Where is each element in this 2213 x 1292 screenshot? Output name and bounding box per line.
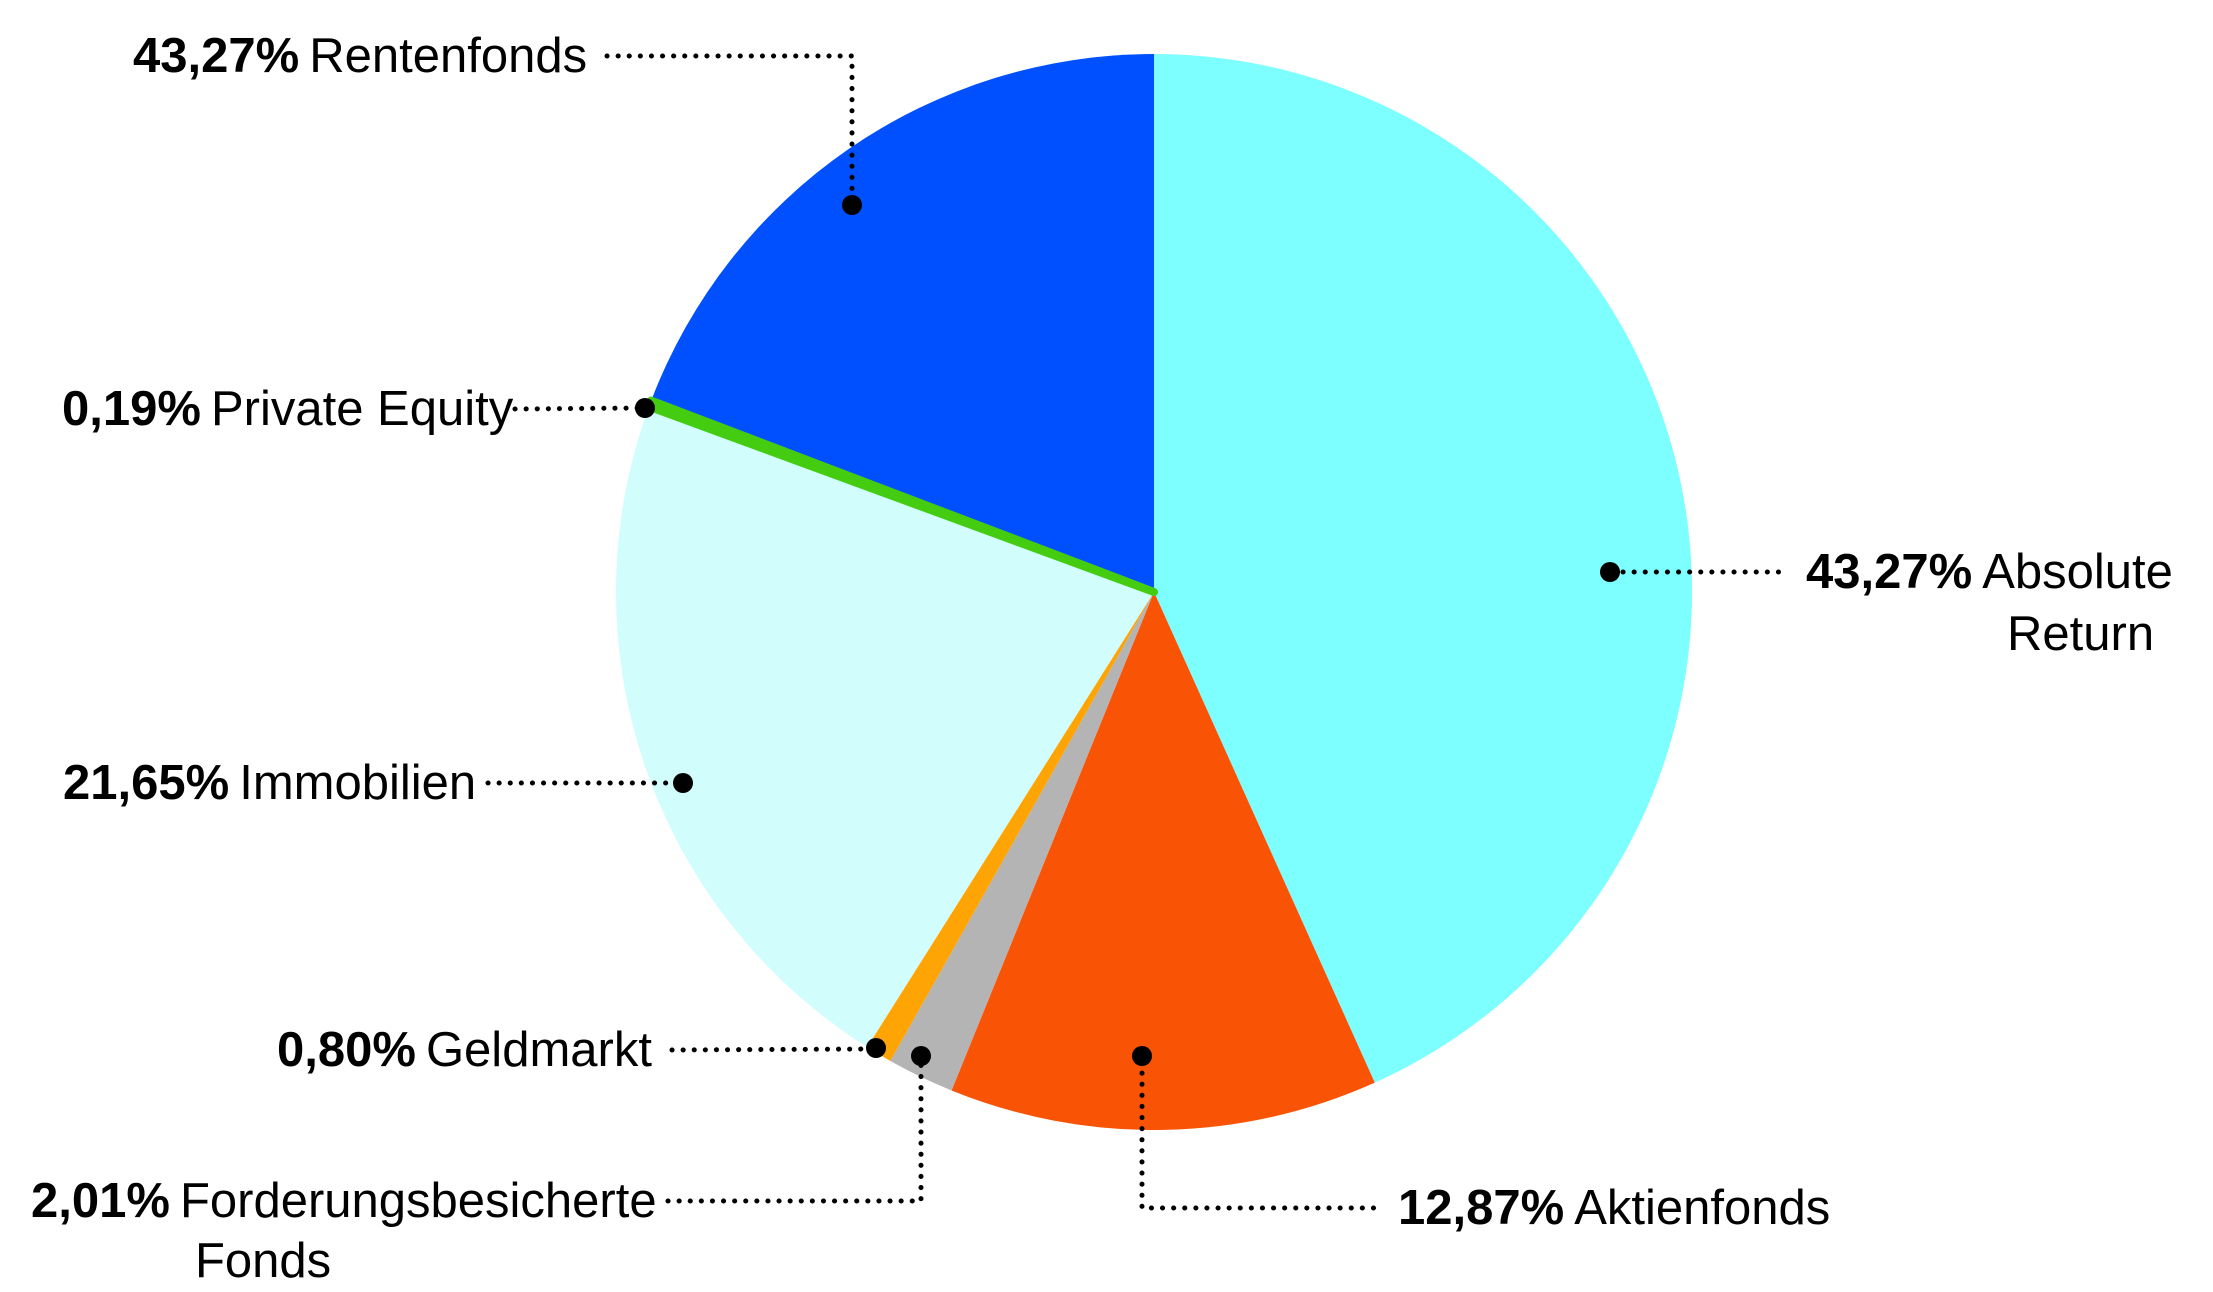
pie-slice-aktienfonds: [951, 592, 1375, 1130]
label-absolute-return-line2: Return: [2007, 604, 2154, 664]
marker-dot-absolute-return: [1600, 562, 1620, 582]
label-geldmarkt: 0,80% Geldmarkt: [277, 1020, 652, 1080]
label-private-equity: 0,19% Private Equity: [62, 379, 513, 439]
leader-geldmarkt: [669, 1046, 872, 1053]
label-immobilien-pct: 21,65%: [63, 756, 230, 810]
label-forderungsbesicherte-fonds-line2: Fonds: [195, 1231, 331, 1291]
marker-dot-geldmarkt: [866, 1038, 886, 1058]
marker-dot-private-equity: [635, 398, 655, 418]
leader-forderungsbesicherte-fonds: [665, 1059, 924, 1204]
marker-dot-rentenfonds: [842, 195, 862, 215]
label-private-equity-name: Private Equity: [210, 382, 514, 436]
pie-slice-immobilien: [615, 406, 1154, 1048]
label-forderungsbesicherte-fonds-name2: Fonds: [195, 1234, 332, 1288]
label-rentenfonds: 43,27% Rentenfonds: [133, 26, 587, 86]
label-aktienfonds: 12,87% Aktienfonds: [1398, 1178, 1830, 1238]
label-forderungsbesicherte-fonds-pct: 2,01%: [31, 1174, 170, 1228]
label-aktienfonds-pct: 12,87%: [1398, 1181, 1565, 1235]
label-absolute-return-line1: 43,27% Absolute: [1806, 542, 2173, 602]
label-rentenfonds-pct: 43,27%: [133, 29, 300, 83]
pie-slice-forderungsbesicherte-fonds: [890, 592, 1154, 1091]
label-forderungsbesicherte-fonds-line1: 2,01% Forderungsbesicherte: [31, 1171, 657, 1231]
pie-slice-absolute-return: [1154, 54, 1692, 1083]
pie-slice-rentenfonds: [651, 53, 1154, 592]
marker-dot-forderungsbesicherte-fonds: [911, 1046, 931, 1066]
label-rentenfonds-name: Rentenfonds: [309, 29, 588, 83]
label-absolute-return-pct: 43,27%: [1806, 545, 1973, 599]
label-forderungsbesicherte-fonds-name: Forderungsbesicherte: [179, 1174, 657, 1228]
leader-rentenfonds: [604, 53, 855, 201]
label-immobilien-name: Immobilien: [239, 756, 477, 810]
label-absolute-return-name2: Return: [2007, 607, 2155, 661]
pie-slices-group: [615, 53, 1692, 1130]
leader-aktienfonds: [1139, 1059, 1379, 1211]
label-geldmarkt-pct: 0,80%: [277, 1023, 416, 1077]
label-aktienfonds-name: Aktienfonds: [1574, 1181, 1831, 1235]
leader-private-equity: [512, 405, 641, 412]
label-geldmarkt-name: Geldmarkt: [425, 1023, 652, 1077]
label-private-equity-pct: 0,19%: [62, 382, 201, 436]
marker-dot-aktienfonds: [1132, 1046, 1152, 1066]
leader-lines-group: [485, 53, 1791, 1211]
label-absolute-return-name: Absolute: [1982, 545, 2173, 599]
pie-slice-geldmarkt: [867, 592, 1154, 1061]
label-immobilien: 21,65% Immobilien: [63, 753, 476, 813]
marker-dot-immobilien: [673, 773, 693, 793]
